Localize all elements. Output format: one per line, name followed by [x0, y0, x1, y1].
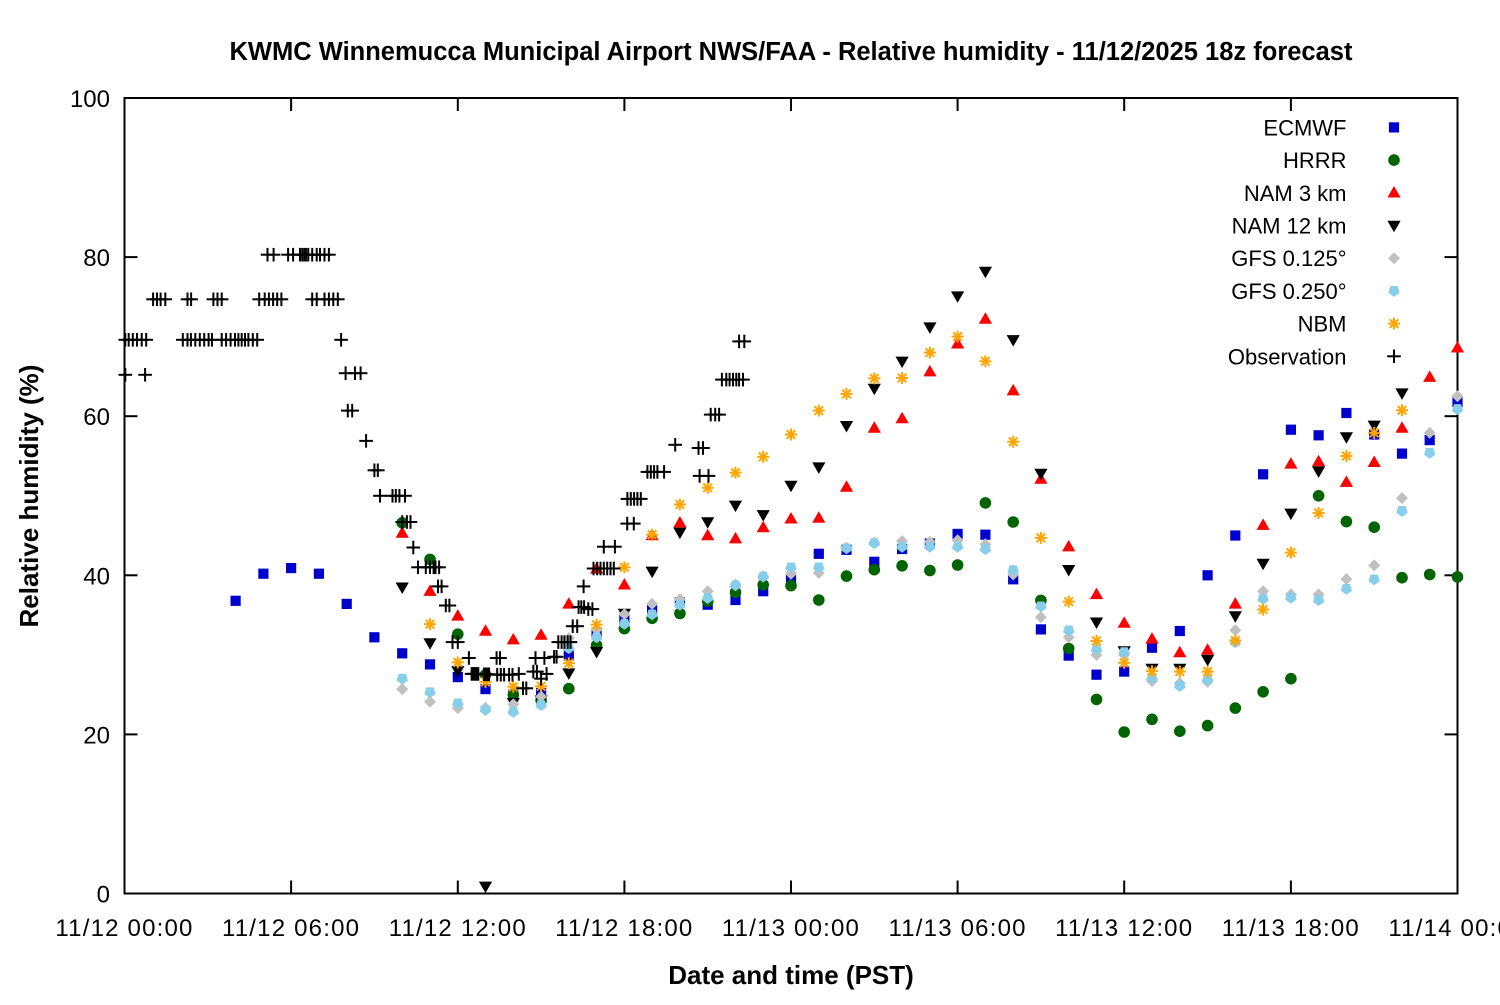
svg-text:11/12 12:00: 11/12 12:00: [389, 915, 527, 942]
svg-text:GFS 0.125°: GFS 0.125°: [1231, 246, 1346, 271]
svg-text:NBM: NBM: [1298, 312, 1347, 337]
svg-text:Date and time (PST): Date and time (PST): [668, 960, 914, 990]
svg-text:KWMC Winnemucca Municipal Airp: KWMC Winnemucca Municipal Airport NWS/FA…: [230, 38, 1353, 66]
svg-text:11/14 00:00: 11/14 00:00: [1388, 915, 1500, 942]
svg-text:Relative humidity (%): Relative humidity (%): [14, 365, 44, 628]
svg-text:11/12 06:00: 11/12 06:00: [222, 915, 360, 942]
svg-text:NAM 12 km: NAM 12 km: [1232, 214, 1347, 239]
svg-text:80: 80: [83, 245, 110, 272]
svg-text:11/13 12:00: 11/13 12:00: [1055, 915, 1193, 942]
svg-text:NAM 3 km: NAM 3 km: [1244, 181, 1347, 206]
svg-text:100: 100: [70, 86, 110, 113]
svg-text:11/12 00:00: 11/12 00:00: [55, 915, 193, 942]
svg-text:40: 40: [83, 563, 110, 590]
svg-text:0: 0: [97, 882, 110, 909]
svg-text:11/13 18:00: 11/13 18:00: [1222, 915, 1360, 942]
svg-text:Observation: Observation: [1228, 344, 1347, 369]
svg-text:11/13 00:00: 11/13 00:00: [722, 915, 860, 942]
svg-text:11/12 18:00: 11/12 18:00: [555, 915, 693, 942]
svg-text:60: 60: [83, 404, 110, 431]
svg-text:HRRR: HRRR: [1283, 148, 1347, 173]
svg-text:11/13 06:00: 11/13 06:00: [888, 915, 1026, 942]
svg-text:ECMWF: ECMWF: [1263, 115, 1346, 140]
svg-text:20: 20: [83, 722, 110, 749]
svg-text:GFS 0.250°: GFS 0.250°: [1231, 279, 1346, 304]
